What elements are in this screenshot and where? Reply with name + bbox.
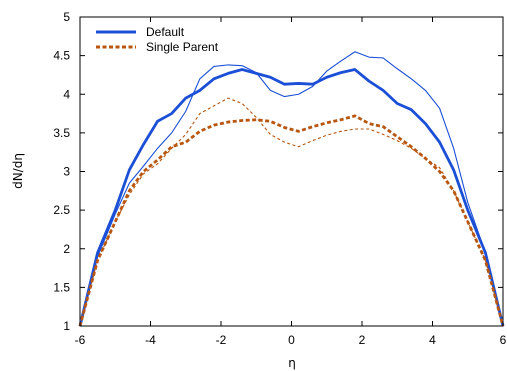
x-tick-label: 6 [500,333,507,347]
x-tick-label: -4 [145,333,156,347]
x-tick-label: 2 [359,333,366,347]
y-tick-label: 5 [63,10,70,24]
legend: Default Single Parent [96,25,219,54]
series-line-default-thick [78,68,505,327]
x-tick-label: -6 [75,333,86,347]
y-tick-label: 1 [63,319,70,333]
y-tick-label: 1.5 [53,280,70,294]
x-axis-label: η [288,356,296,370]
y-tick-label: 3.5 [53,126,70,140]
x-tick-label: 0 [288,333,295,347]
y-axis-label: dN/dη [11,153,25,189]
legend-label-single-parent: Single Parent [146,40,219,54]
series-line-single-parent-thick [78,114,505,327]
series-line-default-thin [79,51,504,327]
y-tick-label: 2 [63,242,70,256]
y-tick-label: 4 [63,87,70,101]
x-tick-label: -2 [216,333,227,347]
legend-label-default: Default [146,25,185,39]
series-line-single-parent-thin [79,97,504,327]
series-layer [78,51,505,327]
tick-labels: -6 -4 -2 0 2 4 6 1 1.5 2 2.5 3 3.5 4 4.5 5 [53,10,506,347]
y-tick-label: 2.5 [53,203,70,217]
y-tick-label: 3 [63,165,70,179]
y-tick-label: 4.5 [53,49,70,63]
axis-ticks [79,16,504,327]
x-tick-label: 4 [429,333,436,347]
